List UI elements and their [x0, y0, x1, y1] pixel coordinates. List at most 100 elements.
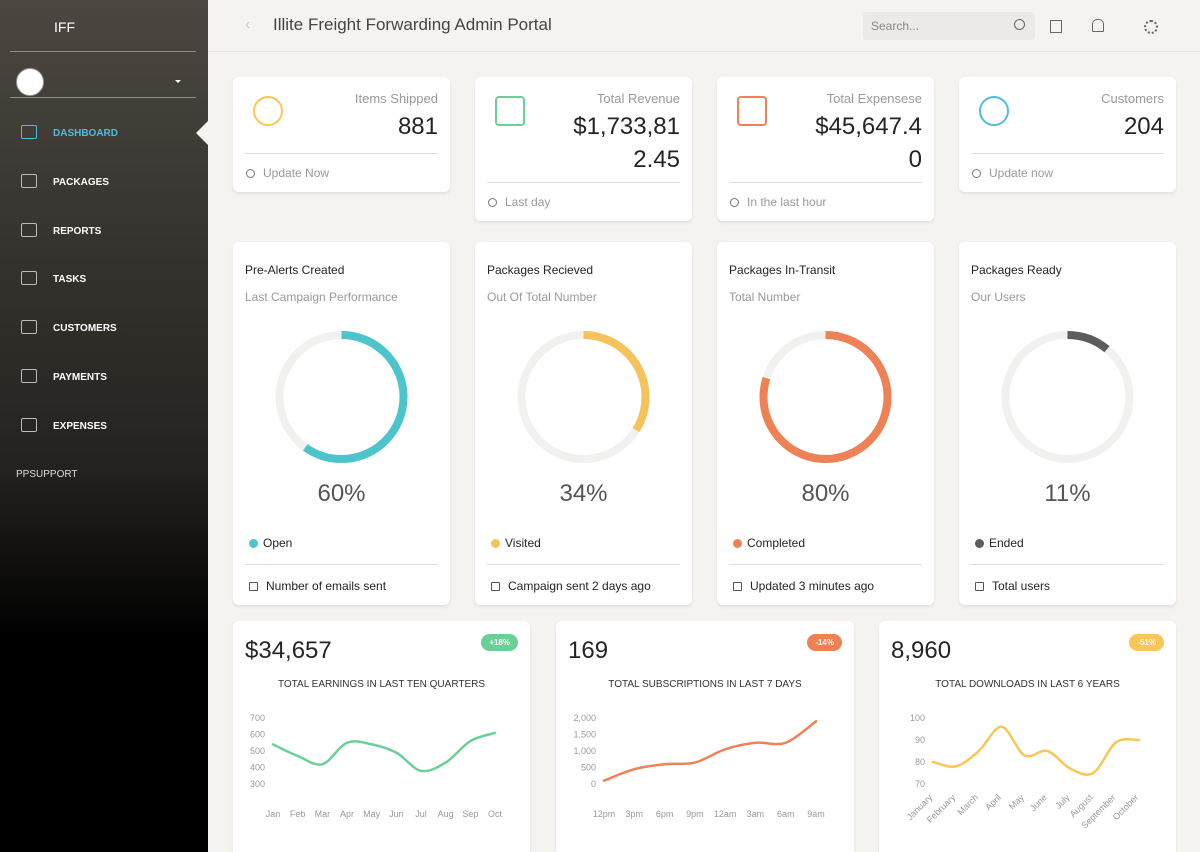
line-chart: 300 400 500 600 700 Jan Feb Mar Apr May Jun Jul Aug S… — [250, 713, 503, 819]
x-tick-label: Jul — [415, 809, 427, 819]
stat-row: Total Revenue $1,733,812.45 — [487, 91, 680, 176]
gauge-title: Packages Ready — [971, 263, 1062, 277]
brand: IFF — [54, 19, 75, 35]
legend-dot — [975, 538, 984, 548]
nav-item[interactable]: PAYMENTS — [18, 365, 188, 389]
settings-icon[interactable] — [1144, 20, 1158, 34]
gauge-track — [1001, 331, 1134, 463]
nav-icon — [21, 125, 37, 139]
nav-icon — [21, 222, 37, 237]
chart-title: TOTAL SUBSCRIPTIONS IN LAST 7 DAYS — [608, 679, 802, 690]
x-tick-label: Aug — [438, 809, 454, 819]
x-tick-label: Apr — [340, 809, 354, 819]
gauge — [1001, 331, 1134, 463]
divider — [487, 182, 680, 183]
dropdown-caret[interactable] — [175, 80, 181, 83]
nav-icon — [21, 417, 37, 432]
gauge-subtitle: Out Of Total Number — [487, 290, 597, 304]
x-tick-label: 9pm — [686, 809, 704, 819]
x-tick-label: April — [983, 792, 1003, 812]
nav-item[interactable]: TASKS — [18, 267, 188, 291]
nav-label: PAYMENTS — [53, 372, 107, 383]
stat-text: Total Revenue $1,733,812.45 — [568, 91, 680, 176]
stat-value: 204 — [1123, 113, 1164, 140]
stat-footer[interactable]: Update now — [971, 166, 1164, 180]
gauge — [275, 331, 408, 463]
grid-icon[interactable] — [1050, 20, 1062, 33]
support-link[interactable]: PPSUPPORT — [16, 469, 78, 480]
legend: Open — [249, 536, 292, 550]
badge: +18% — [481, 634, 518, 651]
sidebar: IFF DASHBOARD PACKAGES REPORTS TASKS CUSTOME… — [0, 0, 208, 852]
stat-card: Total Expensese $45,647.40 In the last hou… — [717, 77, 934, 221]
divider — [10, 97, 196, 98]
gauge-footer: Campaign sent 2 days ago — [491, 579, 651, 593]
x-tick-label: May — [363, 809, 381, 819]
nav-item[interactable]: CUSTOMERS — [18, 316, 188, 340]
gauge-footer: Updated 3 minutes ago — [733, 579, 874, 593]
gauge-arc — [1001, 331, 1134, 463]
headline: 169 — [568, 637, 609, 664]
footer-text: Updated 3 minutes ago — [750, 579, 875, 593]
legend-label: Completed — [747, 536, 806, 550]
stat-text: Items Shipped 881 — [326, 91, 438, 147]
gauge-subtitle: Last Campaign Performance — [245, 290, 398, 304]
divider — [729, 182, 922, 183]
x-tick-label: Feb — [290, 809, 306, 819]
line — [271, 731, 497, 773]
y-tick-label: 0 — [591, 779, 596, 789]
x-tick-label: Jun — [389, 809, 404, 819]
stat-label: Customers — [1101, 91, 1164, 106]
search-placeholder: Search... — [871, 19, 920, 33]
nav-label: EXPENSES — [53, 420, 107, 432]
nav-item[interactable]: EXPENSES — [18, 414, 188, 438]
nav-item[interactable]: REPORTS — [18, 219, 188, 243]
nav-item[interactable]: DASHBOARD — [18, 121, 188, 145]
x-tick-label: June — [1028, 792, 1049, 813]
page-title: Illite Freight Forwarding Admin Portal — [273, 15, 552, 34]
x-tick-label: 3pm — [626, 809, 644, 819]
divider — [245, 153, 438, 154]
chart-card: 8,960 -51% TOTAL DOWNLOADS IN LAST 6 YEARS… — [879, 621, 1176, 852]
x-tick-label: July — [1053, 792, 1072, 811]
y-tick-label: 300 — [250, 779, 265, 789]
nav-item[interactable]: PACKAGES — [18, 170, 188, 194]
search-box[interactable]: Search... — [863, 12, 1035, 40]
footer-icon — [246, 168, 255, 178]
x-tick-label: 3am — [747, 809, 765, 819]
back-icon[interactable]: ‹ — [245, 16, 251, 33]
stat-value: $45,647.40 — [815, 113, 922, 173]
line-chart: 0 500 1,000 1,500 2,000 12pm 3pm 6pm 9pm 12am 3am 6… — [573, 713, 825, 819]
x-tick-label: 12pm — [593, 809, 616, 819]
avatar[interactable] — [16, 68, 44, 96]
stat-footer[interactable]: Update Now — [245, 166, 438, 180]
divider — [245, 564, 438, 565]
stat-icon — [737, 96, 767, 126]
gauge-value: 34% — [559, 480, 608, 507]
x-tick-label: 9am — [807, 809, 825, 819]
stat-row: Total Expensese $45,647.40 — [729, 91, 922, 176]
nav-icon — [21, 320, 37, 335]
footer-icon — [488, 197, 497, 207]
footer-icon — [972, 168, 981, 178]
y-tick-label: 80 — [915, 757, 925, 767]
stat-text: Total Expensese $45,647.40 — [810, 91, 922, 176]
x-tick-label: March — [955, 792, 980, 817]
y-tick-label: 100 — [910, 713, 925, 723]
gauge-card: Packages Ready Our Users 11% Ended Total use… — [959, 242, 1176, 605]
nav-label: TASKS — [53, 274, 87, 286]
legend: Visited — [491, 536, 541, 550]
footer-icon — [730, 197, 739, 207]
gauge-footer: Number of emails sent — [249, 579, 386, 593]
stat-footer: Last day — [487, 195, 680, 209]
bell-icon[interactable] — [1092, 19, 1104, 32]
stat-card: Items Shipped 881 Update Now — [233, 77, 450, 192]
chart-card: $34,657 +18% TOTAL EARNINGS IN LAST TEN QU… — [233, 621, 530, 852]
legend-label: Open — [263, 536, 293, 550]
stat-label: Items Shipped — [354, 91, 438, 106]
nav-icon — [21, 271, 37, 286]
divider — [971, 153, 1164, 154]
gauge-value: 60% — [317, 480, 366, 507]
